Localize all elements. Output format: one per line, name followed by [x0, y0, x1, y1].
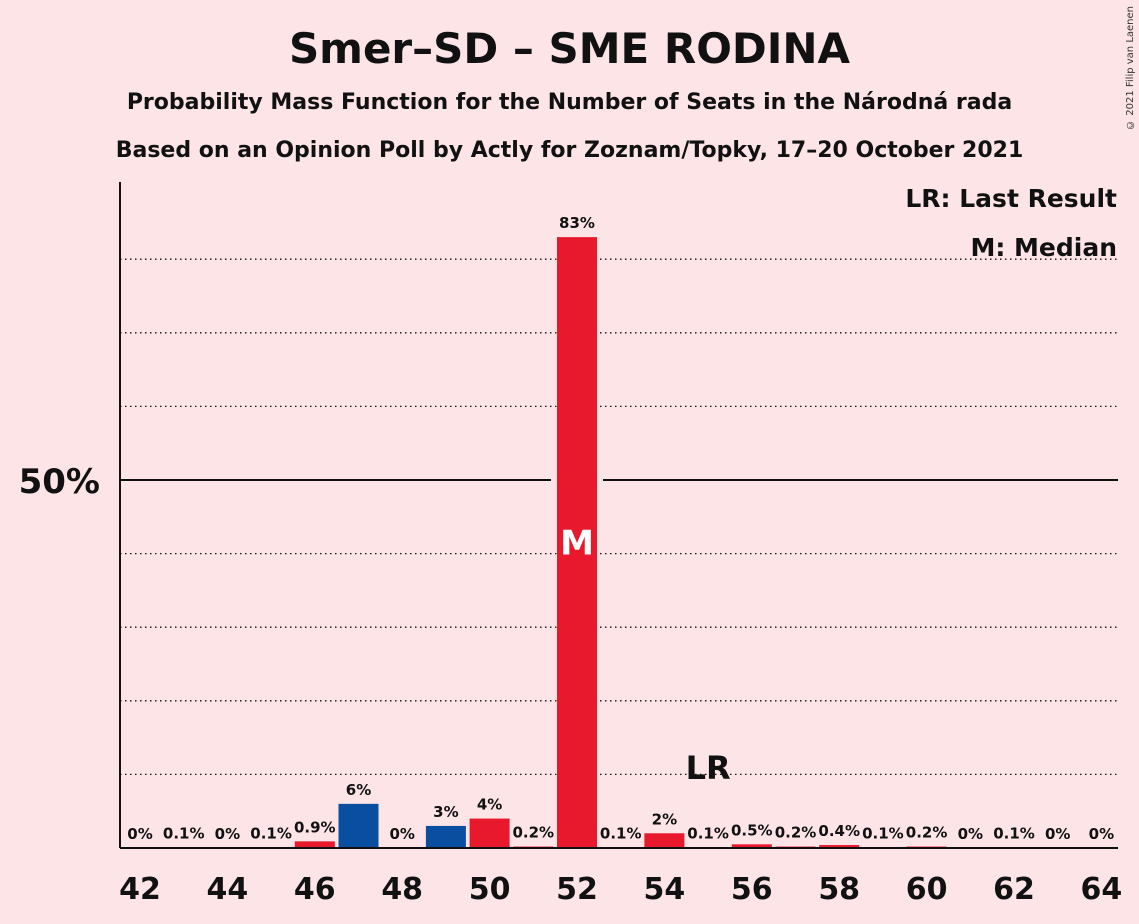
chart-title: Smer–SD – SME RODINA: [288, 24, 851, 73]
x-tick-label: 48: [381, 872, 423, 907]
data-label: 0.1%: [600, 824, 642, 842]
data-label: 0.1%: [993, 824, 1035, 842]
data-label: 0%: [215, 825, 240, 843]
data-label: 6%: [346, 781, 371, 799]
x-tick-label: 42: [119, 872, 161, 907]
chart-subtitle: Probability Mass Function for the Number…: [126, 90, 1013, 115]
data-label: 0.2%: [512, 824, 554, 842]
x-tick-label: 64: [1081, 872, 1123, 907]
x-tick-label: 56: [731, 872, 773, 907]
x-tick-label: 50: [469, 872, 511, 907]
bar: [557, 237, 597, 848]
data-label: 0.4%: [818, 822, 860, 840]
data-label: 4%: [477, 796, 502, 814]
chart-subtitle-source: Based on an Opinion Poll by Actly for Zo…: [115, 138, 1024, 163]
bar: [469, 818, 510, 848]
bar: [425, 825, 466, 848]
x-tick-label: 60: [906, 872, 948, 907]
data-label: 0.1%: [687, 824, 729, 842]
bar: [819, 845, 860, 848]
data-label: 2%: [652, 810, 677, 828]
x-tick-label: 62: [993, 872, 1035, 907]
data-label: 0%: [389, 825, 414, 843]
data-label: 0%: [127, 825, 152, 843]
data-label: 3%: [433, 803, 458, 821]
bar: [644, 833, 685, 848]
data-label: 83%: [559, 214, 595, 232]
data-label: 0%: [1089, 825, 1114, 843]
data-label: 0.1%: [163, 824, 205, 842]
legend-median: M: Median: [970, 233, 1117, 262]
data-label: 0.1%: [862, 824, 904, 842]
data-label: 0.2%: [906, 824, 948, 842]
x-tick-label: 52: [556, 872, 598, 907]
last-result-marker: LR: [686, 749, 731, 787]
data-label: 0%: [1045, 825, 1070, 843]
bar: [731, 844, 772, 848]
y-tick-label-50: 50%: [19, 462, 100, 502]
bar: [294, 841, 335, 848]
x-tick-label: 46: [294, 872, 336, 907]
x-tick-label: 44: [207, 872, 249, 907]
data-label: 0.9%: [294, 818, 336, 836]
data-label: 0.5%: [731, 821, 773, 839]
x-tick-label: 54: [644, 872, 686, 907]
x-tick-label: 58: [818, 872, 860, 907]
data-label: 0.2%: [775, 824, 817, 842]
data-label: 0%: [958, 825, 983, 843]
median-marker: M: [560, 524, 594, 564]
data-label: 0.1%: [250, 824, 292, 842]
bar: [338, 803, 379, 848]
legend-last-result: LR: Last Result: [905, 184, 1117, 213]
